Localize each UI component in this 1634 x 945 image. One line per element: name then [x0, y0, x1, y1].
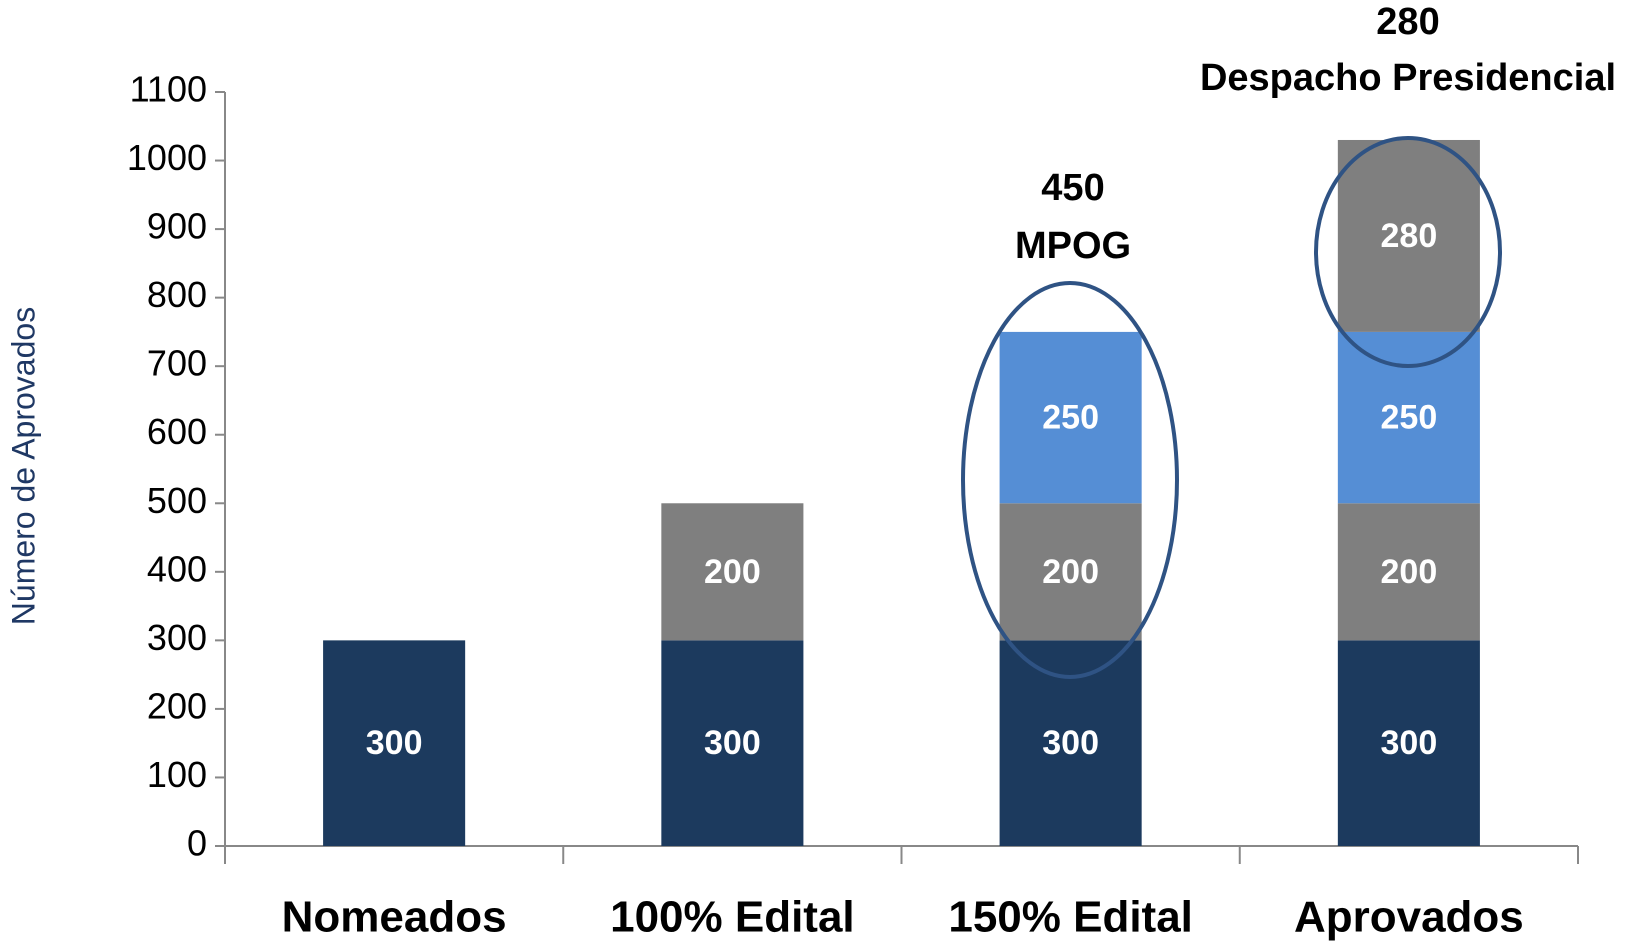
- y-axis-label: Número de Aprovados: [5, 307, 41, 625]
- bar-segment: [999, 503, 1142, 641]
- y-tick-label: 400: [147, 548, 207, 589]
- value-label: 200: [704, 553, 761, 591]
- value-label: 300: [1381, 724, 1438, 762]
- y-tick-label: 800: [147, 274, 207, 315]
- value-label: 250: [1381, 399, 1438, 437]
- value-label: 280: [1381, 217, 1438, 255]
- y-tick-label: 700: [147, 343, 207, 384]
- plot-area: 0 100 200 300 400 500 600 700 800 900 1000 1100 Nome…: [127, 69, 1579, 942]
- x-tick-label: 100% Edital: [610, 893, 855, 942]
- bar-segment: [1337, 503, 1480, 641]
- x-tick-label: 150% Edital: [948, 893, 1193, 942]
- y-tick-label: 600: [147, 411, 207, 452]
- value-label: 300: [704, 724, 761, 762]
- y-tick-label: 300: [147, 617, 207, 658]
- y-tick-label: 100: [147, 754, 207, 795]
- x-tick-label: Nomeados: [282, 893, 507, 942]
- annotation-value: 450: [1041, 167, 1104, 209]
- bar-segment: [323, 640, 466, 846]
- value-label: 200: [1381, 553, 1438, 591]
- value-label: 300: [366, 724, 423, 762]
- annotation-text: MPOG: [1015, 225, 1131, 267]
- value-label: 250: [1042, 399, 1099, 437]
- y-tick-label: 200: [147, 685, 207, 726]
- y-tick-label: 900: [147, 206, 207, 247]
- y-tick-label: 1100: [130, 69, 207, 110]
- bar-segment: [1337, 640, 1480, 846]
- x-tick-label: Aprovados: [1294, 893, 1524, 942]
- bar-segment: [661, 503, 804, 641]
- y-tick-label: 500: [147, 480, 207, 521]
- bar-segment: [999, 331, 1142, 504]
- y-tick-label: 1000: [127, 137, 207, 178]
- bar-segment: [1337, 139, 1480, 332]
- annotation-value: 280: [1376, 1, 1439, 43]
- bar-segment: [661, 640, 804, 846]
- highlight-ellipse: [961, 281, 1179, 679]
- value-label: 200: [1042, 553, 1099, 591]
- highlight-ellipse: [1314, 136, 1502, 368]
- annotation-text: Despacho Presidencial: [1200, 57, 1616, 99]
- bar-segment: [1337, 331, 1480, 504]
- bar-segment: [999, 640, 1142, 846]
- y-tick-label: 0: [187, 823, 207, 864]
- value-label: 300: [1042, 724, 1099, 762]
